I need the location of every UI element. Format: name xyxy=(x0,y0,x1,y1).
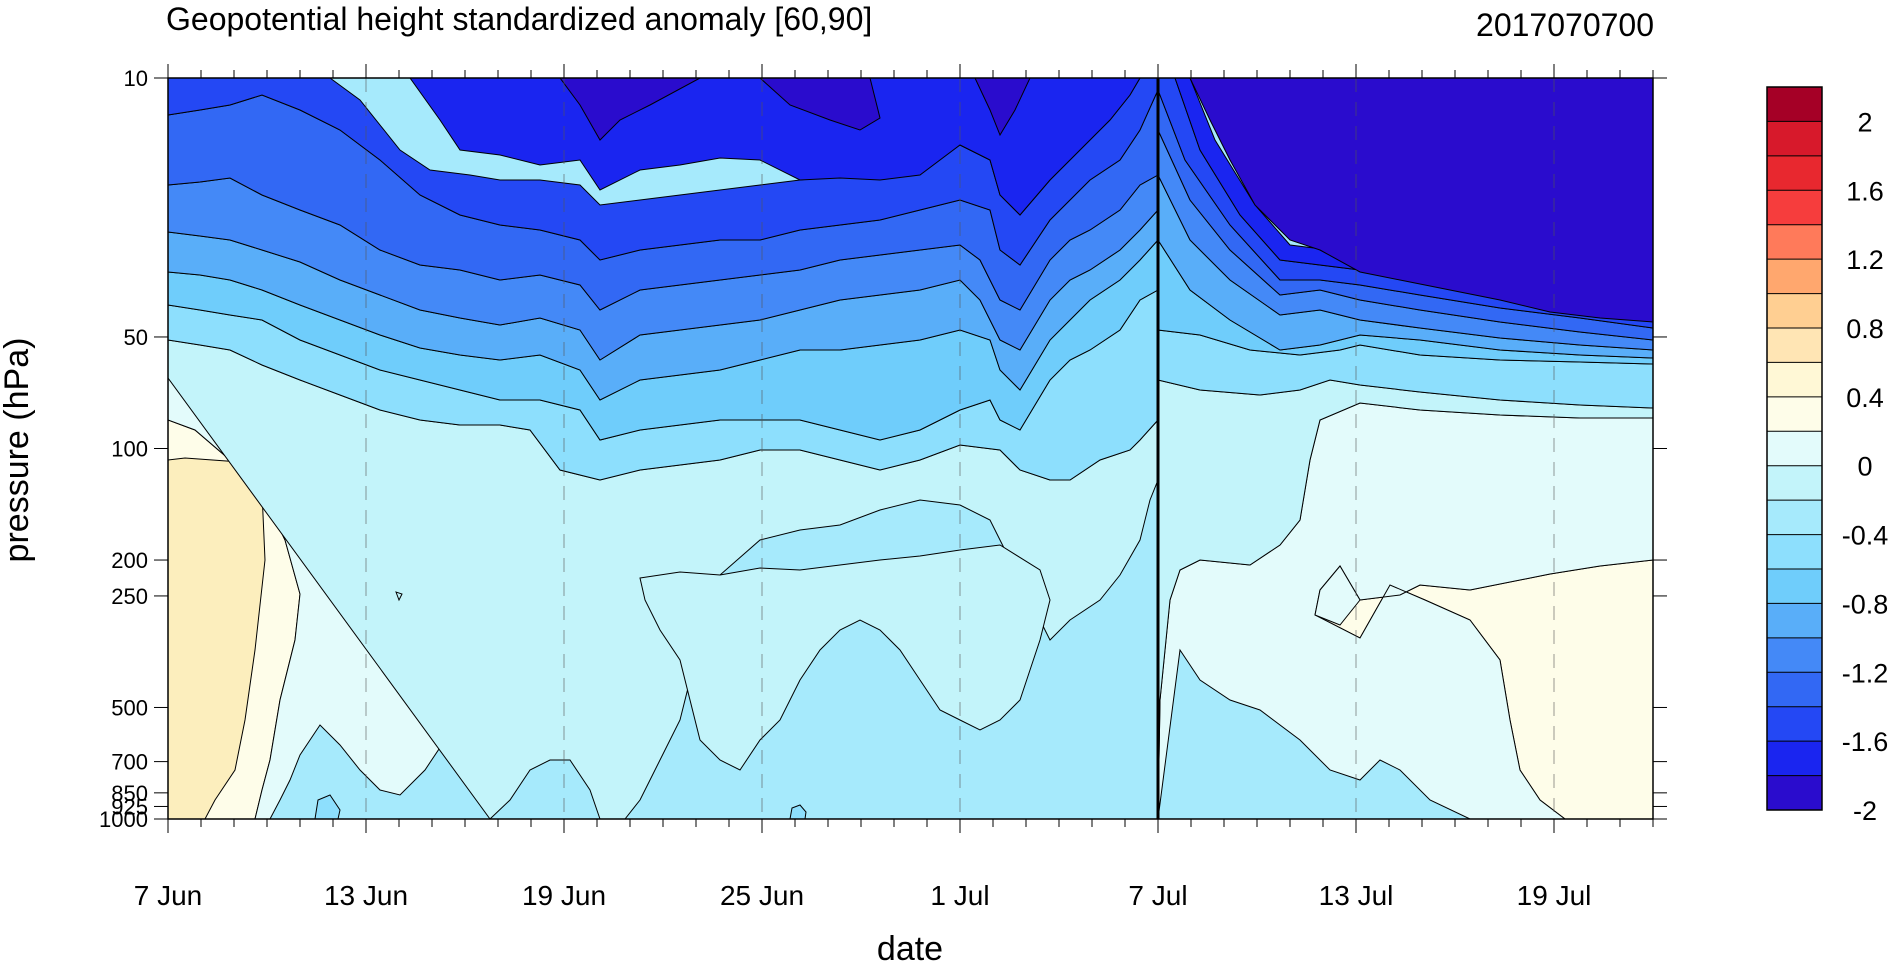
y-tick-label: 850 xyxy=(111,781,148,806)
colorbar-label: 0 xyxy=(1857,452,1872,482)
colorbar-label: 2 xyxy=(1857,107,1872,137)
colorbar-swatch xyxy=(1767,534,1822,570)
colorbar-label: 1.6 xyxy=(1846,176,1884,206)
x-axis-label: date xyxy=(877,930,943,963)
colorbar-swatch xyxy=(1767,155,1822,191)
blob-3 xyxy=(1314,565,1361,626)
x-tick-label: 1 Jul xyxy=(930,880,989,911)
colorbar-label: -1.2 xyxy=(1842,658,1889,688)
colorbar-label: -0.8 xyxy=(1842,589,1889,619)
colorbar-swatch xyxy=(1767,121,1822,157)
colorbar-swatch xyxy=(1767,87,1822,122)
x-gridlines xyxy=(365,78,1555,819)
x-tick-label: 25 Jun xyxy=(720,880,804,911)
colorbar-label: -1.6 xyxy=(1842,727,1889,757)
colorbar-swatch xyxy=(1767,569,1822,604)
colorbar-border xyxy=(1766,86,1823,811)
x-tick-label: 7 Jun xyxy=(134,880,203,911)
colorbar-swatch xyxy=(1767,741,1822,777)
colorbar-swatch xyxy=(1767,362,1822,398)
colorbar-label: 0.4 xyxy=(1846,383,1884,413)
colorbar-label: -0.4 xyxy=(1842,521,1889,551)
y-tick-label: 1000 xyxy=(99,807,148,832)
colorbar-label: 1.2 xyxy=(1846,245,1884,275)
colorbar-swatch xyxy=(1767,190,1822,226)
x-tick-label: 13 Jun xyxy=(324,880,408,911)
right-band-darkest xyxy=(1189,78,1653,323)
colorbar-swatch xyxy=(1767,500,1822,536)
band-minus20-c xyxy=(974,78,1031,137)
colorbar-swatch xyxy=(1767,603,1822,639)
x-tick-label: 19 Jul xyxy=(1517,880,1592,911)
colorbar-swatch xyxy=(1767,672,1822,708)
colorbar-swatch xyxy=(1767,431,1822,467)
colorbar-swatch xyxy=(1767,328,1822,363)
y-tick-label: 250 xyxy=(111,584,148,609)
y-tick-label: 200 xyxy=(111,548,148,573)
x-tick-label: 19 Jun xyxy=(522,880,606,911)
y-tick-label: 925 xyxy=(111,794,148,819)
colorbar-swatch xyxy=(1767,465,1822,501)
dot-1 xyxy=(395,591,403,602)
colorbar-label: -2 xyxy=(1853,796,1877,826)
colorbar-swatch xyxy=(1767,293,1822,329)
colorbar: 2 1.6 1.2 0.8 0.4 0 -0.4 -0.8 -1.2 -1.6 -2 xyxy=(1766,86,1889,826)
band-minus20-a xyxy=(559,78,701,141)
colorbar-swatch xyxy=(1767,637,1822,673)
y-tick-label: 10 xyxy=(124,66,148,91)
blob-2 xyxy=(789,804,807,819)
x-tick-label: 13 Jul xyxy=(1319,880,1394,911)
y-axis-label: pressure (hPa) xyxy=(0,338,36,563)
y-tick-label: 50 xyxy=(124,325,148,350)
blob-1 xyxy=(314,794,341,819)
colorbar-swatch xyxy=(1767,775,1822,811)
x-axis-ticks: 7 Jun 13 Jun 19 Jun 25 Jun 1 Jul 7 Jul 13 Jul 1… xyxy=(134,64,1654,911)
y-tick-label: 700 xyxy=(111,750,148,775)
plot-area xyxy=(168,78,1653,819)
chart-title: Geopotential height standardized anomaly… xyxy=(166,1,872,37)
colorbar-swatch xyxy=(1767,706,1822,742)
chart-date-label: 2017070700 xyxy=(1476,7,1654,43)
colorbar-label: 0.8 xyxy=(1846,314,1884,344)
y-tick-label: 500 xyxy=(111,695,148,720)
region-center-pale xyxy=(639,544,1051,771)
colorbar-swatch xyxy=(1767,259,1822,295)
y-tick-label: 100 xyxy=(111,437,148,462)
colorbar-swatch xyxy=(1767,396,1822,432)
x-tick-label: 7 Jul xyxy=(1128,880,1187,911)
band-minus20-b xyxy=(759,78,881,131)
right-band-g xyxy=(1174,78,1653,317)
colorbar-swatch xyxy=(1767,224,1822,260)
region-warm-left-inner xyxy=(168,457,266,819)
